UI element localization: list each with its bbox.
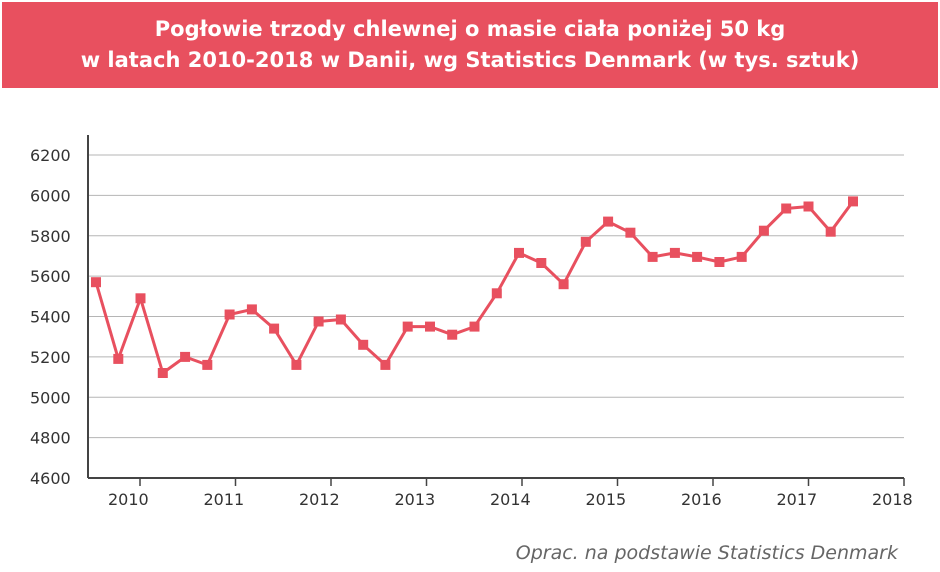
data-point-marker	[113, 353, 124, 364]
data-point-marker	[202, 359, 213, 370]
data-point-marker	[380, 359, 391, 370]
data-point-marker	[224, 309, 235, 320]
x-tick-label: 2016	[681, 490, 722, 509]
y-tick-label: 5200	[30, 348, 71, 367]
chart-title-line-2: w latach 2010-2018 w Danii, wg Statistic…	[80, 48, 860, 72]
x-tick-label: 2018	[872, 490, 913, 509]
x-tick-label: 2014	[490, 490, 531, 509]
data-point-marker	[647, 251, 658, 262]
y-axis-tick-labels: 4600 4800 5000 5200 5400 5600 5800 6000 6200	[30, 146, 71, 488]
data-point-marker	[558, 279, 569, 290]
axes	[87, 135, 905, 486]
y-tick-label: 6000	[30, 186, 71, 205]
data-point-marker	[514, 247, 524, 258]
data-point-marker	[781, 203, 792, 214]
series-layer	[91, 196, 858, 378]
data-point-marker	[625, 227, 636, 238]
data-point-marker	[291, 359, 302, 370]
data-point-marker	[447, 329, 458, 340]
series-line	[94, 200, 855, 375]
chart-header: Pogłowie trzody chlewnej o masie ciała p…	[2, 2, 938, 88]
data-point-marker	[803, 201, 814, 212]
grid-lines	[88, 154, 904, 439]
y-tick-label: 5400	[30, 308, 71, 327]
data-point-marker	[692, 251, 703, 262]
x-tick-label: 2012	[299, 490, 340, 509]
data-point-marker	[246, 304, 257, 315]
y-tick-label: 4800	[30, 429, 71, 448]
data-point-marker	[469, 321, 480, 332]
data-point-marker	[848, 196, 858, 207]
data-point-marker	[580, 236, 591, 247]
data-point-marker	[758, 225, 769, 236]
y-tick-label: 5600	[30, 267, 71, 286]
source-note: Oprac. na podstawie Statistics Denmark	[515, 542, 898, 564]
data-point-marker	[402, 321, 413, 332]
x-tick-label: 2013	[395, 490, 436, 509]
data-point-marker	[825, 226, 836, 237]
x-axis-tick-labels: 2010 2011 2012 2013 2014 2015 2016 2017 2018	[108, 490, 913, 509]
data-point-marker	[335, 314, 346, 325]
data-point-marker	[358, 339, 369, 350]
data-point-marker	[736, 251, 747, 262]
data-point-marker	[269, 323, 280, 334]
x-tick-label: 2011	[204, 490, 245, 509]
x-tick-label: 2010	[108, 490, 149, 509]
x-tick-label: 2017	[777, 490, 818, 509]
y-tick-label: 4600	[30, 469, 71, 488]
x-tick-label: 2015	[586, 490, 627, 509]
data-point-marker	[491, 288, 502, 299]
y-tick-label: 5000	[30, 388, 71, 407]
y-tick-label: 6200	[30, 146, 71, 165]
data-point-marker	[157, 368, 168, 378]
data-point-marker	[313, 316, 324, 327]
data-point-marker	[669, 247, 680, 258]
data-point-marker	[536, 258, 547, 268]
data-point-marker	[425, 321, 435, 332]
data-point-marker	[603, 216, 614, 227]
data-point-marker	[180, 351, 191, 362]
chart-title-line-1: Pogłowie trzody chlewnej o masie ciała p…	[154, 17, 786, 41]
data-point-marker	[135, 293, 146, 304]
data-point-marker	[91, 277, 101, 288]
data-point-marker	[714, 257, 725, 267]
y-tick-label: 5800	[30, 227, 71, 246]
